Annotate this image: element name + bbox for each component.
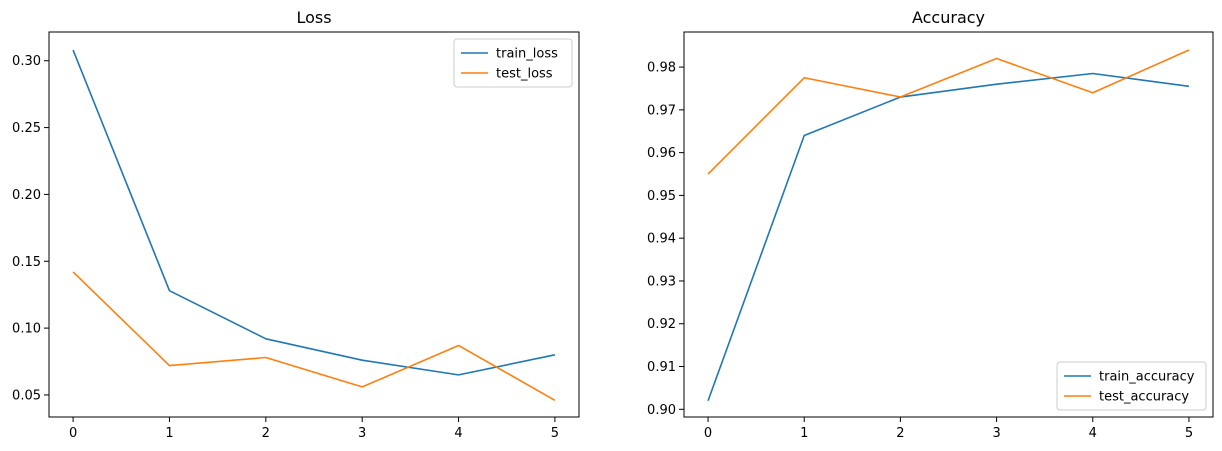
loss-x-tick-label: 1 <box>165 426 173 441</box>
loss-legend-label: test_loss <box>496 67 553 82</box>
loss-y-tick-label: 0.05 <box>12 388 41 403</box>
loss-x-tick-label: 2 <box>262 426 270 441</box>
loss-legend-box <box>453 38 573 88</box>
accuracy-y-tick-label: 0.96 <box>647 146 676 161</box>
accuracy-x-tick-label: 3 <box>992 426 1000 441</box>
loss-y-tick-label: 0.10 <box>12 322 41 337</box>
accuracy-y-tick-label: 0.90 <box>647 403 676 418</box>
accuracy-x-tick-label: 0 <box>704 426 712 441</box>
accuracy-chart: Accuracy 0 1 2 3 4 5 0.90 0.91 0.92 0.93 0.94 0.95 0.… <box>647 8 1214 441</box>
accuracy-series-line-train-accuracy <box>707 72 1190 402</box>
accuracy-x-tick-label: 2 <box>896 426 904 441</box>
loss-axes-frame <box>48 31 580 418</box>
accuracy-x-tick-label: 4 <box>1089 426 1097 441</box>
accuracy-legend-label: test_accuracy <box>1099 390 1189 405</box>
loss-legend-label: train_loss <box>496 47 558 62</box>
accuracy-series-line-test-accuracy <box>707 49 1190 175</box>
accuracy-chart-title: Accuracy <box>912 8 985 27</box>
accuracy-y-tick-label: 0.97 <box>647 103 676 118</box>
accuracy-y-tick-label: 0.92 <box>647 317 676 332</box>
accuracy-x-tick-label: 1 <box>800 426 808 441</box>
accuracy-y-tick-label: 0.93 <box>647 274 676 289</box>
loss-y-tick-label: 0.30 <box>12 54 41 69</box>
loss-x-tick-label: 3 <box>358 426 366 441</box>
accuracy-y-tick-label: 0.94 <box>647 232 676 247</box>
accuracy-y-tick-label: 0.98 <box>647 61 676 76</box>
loss-series-line-test-loss <box>72 271 556 401</box>
loss-chart-title: Loss <box>296 8 331 27</box>
accuracy-y-tick-label: 0.95 <box>647 189 676 204</box>
accuracy-legend-box <box>1056 361 1207 411</box>
loss-series-line-train-loss <box>72 49 556 376</box>
accuracy-legend-label: train_accuracy <box>1099 370 1195 385</box>
accuracy-y-tick-label: 0.91 <box>647 360 676 375</box>
loss-x-tick-label: 0 <box>69 426 77 441</box>
loss-y-tick-label: 0.20 <box>12 188 41 203</box>
loss-chart: Loss 0 1 2 3 4 5 0.05 0.10 0.15 0.20 0.25 0.30 train_… <box>12 8 580 441</box>
accuracy-axes-frame <box>683 31 1214 418</box>
loss-legend: train_loss test_loss <box>453 38 573 88</box>
loss-x-tick-label: 5 <box>551 426 559 441</box>
loss-y-tick-label: 0.25 <box>12 121 41 136</box>
loss-y-tick-label: 0.15 <box>12 255 41 270</box>
loss-x-tick-label: 4 <box>454 426 462 441</box>
accuracy-legend: train_accuracy test_accuracy <box>1056 361 1207 411</box>
accuracy-x-tick-label: 5 <box>1185 426 1193 441</box>
